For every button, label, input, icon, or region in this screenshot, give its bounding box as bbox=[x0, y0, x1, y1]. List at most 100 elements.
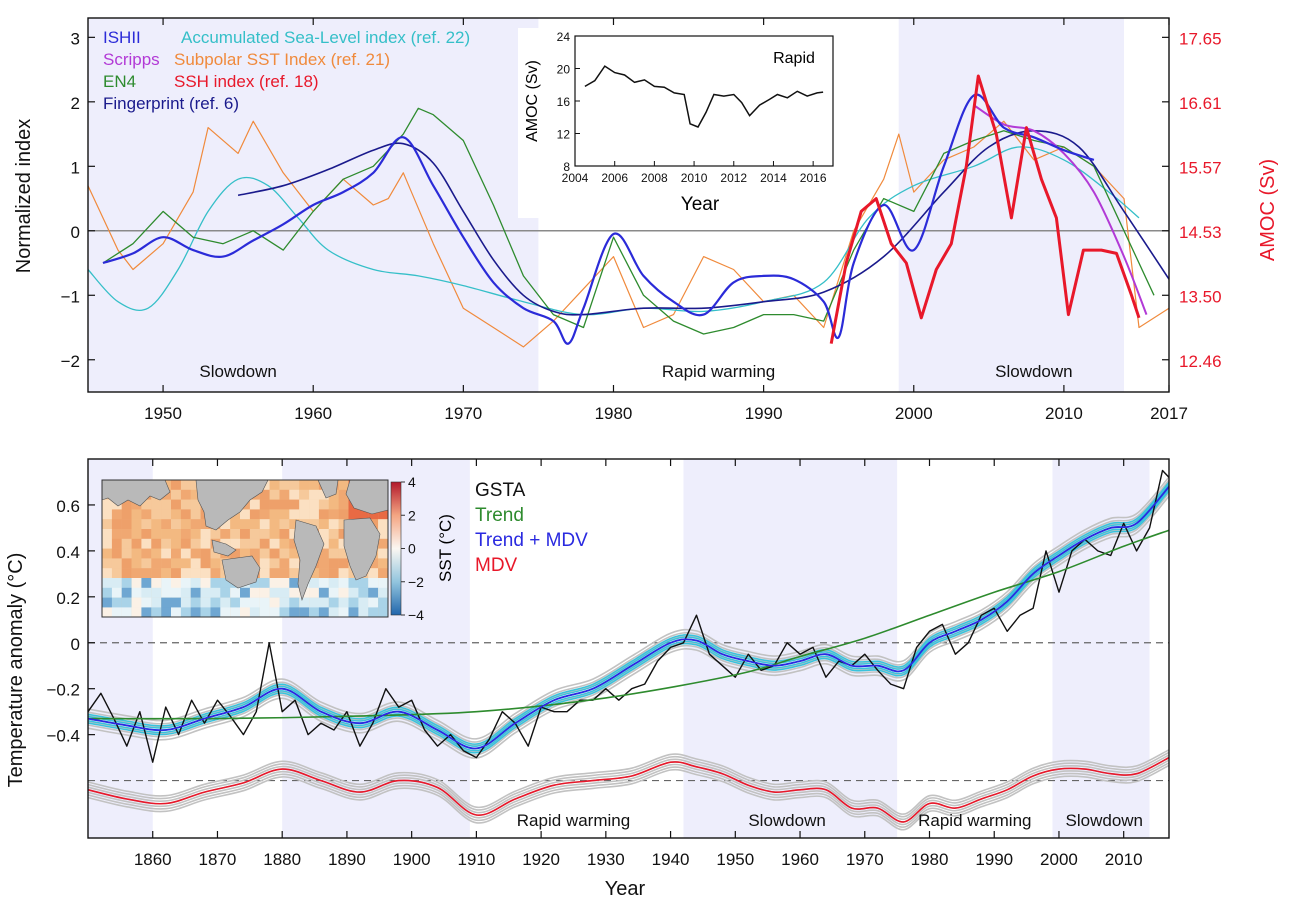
sst-map-cell bbox=[240, 519, 250, 530]
sst-map-cell bbox=[309, 597, 320, 608]
sst-map-cell bbox=[171, 529, 181, 539]
sst-map-cell bbox=[180, 607, 191, 618]
sst-map-cell bbox=[348, 597, 359, 608]
top-period-label-slowdown: Slowdown bbox=[199, 362, 277, 381]
bottom-x-tick-label: 1920 bbox=[522, 850, 560, 869]
sst-map-cell bbox=[259, 529, 270, 539]
sst-map-cell bbox=[230, 529, 241, 539]
sst-colorbar-tick-label: 0 bbox=[408, 541, 416, 557]
bottom-x-axis: 1860 1870 1880 1890 1900 1910 1920 1930 1940 1950… bbox=[134, 459, 1143, 869]
sst-map-cell bbox=[180, 548, 191, 559]
sst-map-cell bbox=[171, 578, 181, 588]
sst-map-cell bbox=[102, 538, 112, 549]
sst-map-cell bbox=[220, 597, 231, 608]
sst-map-cell bbox=[141, 548, 152, 559]
sst-map-cell bbox=[111, 587, 122, 598]
sst-map-cell bbox=[190, 578, 201, 588]
legend-ssh-name: SSH index bbox=[174, 72, 255, 91]
sst-map-cell bbox=[102, 568, 112, 579]
sst-map-cell bbox=[141, 538, 152, 549]
sst-map-cell bbox=[190, 548, 201, 559]
sst-map-cell bbox=[171, 499, 181, 510]
sst-map-cell bbox=[180, 538, 191, 549]
sst-map-cell bbox=[111, 519, 122, 530]
sst-map-cell bbox=[318, 519, 329, 530]
series-line-ssh-index bbox=[829, 74, 1141, 344]
sst-map-cell bbox=[121, 578, 132, 588]
rapid-inset-y-title: AMOC (Sv) bbox=[524, 60, 541, 142]
sst-map-cell bbox=[190, 568, 201, 579]
bottom-legend: GSTA Trend Trend + MDV MDV bbox=[475, 480, 588, 576]
mdv-grey-member bbox=[87, 759, 1170, 826]
sst-colorbar-tick-label: −4 bbox=[408, 607, 424, 623]
sst-map-cell bbox=[328, 499, 339, 510]
sst-map-cell bbox=[171, 568, 181, 579]
sst-map-cell bbox=[102, 519, 112, 530]
bottom-x-axis-title: Year bbox=[605, 878, 646, 900]
sst-map-cell bbox=[190, 509, 201, 520]
bottom-x-tick-label: 1910 bbox=[457, 850, 495, 869]
sst-map-cell bbox=[289, 587, 300, 598]
rapid-amoc-line bbox=[584, 65, 824, 128]
sst-map-cell bbox=[102, 499, 112, 510]
ensemble-grey-member bbox=[87, 495, 1170, 759]
sst-map-cell bbox=[180, 597, 191, 608]
sst-map-cell bbox=[230, 587, 241, 598]
sst-map-cell bbox=[309, 489, 320, 500]
sst-map-cell bbox=[131, 558, 142, 569]
sst-map-cell bbox=[102, 597, 112, 608]
legend-subpolar-sst: Subpolar SST Index (ref. 21) bbox=[174, 50, 390, 69]
sst-map-cell bbox=[348, 578, 359, 588]
sst-map-cell bbox=[171, 519, 181, 530]
top-x-tick-label: 1960 bbox=[294, 404, 332, 423]
sst-map-cell bbox=[269, 509, 280, 520]
sst-map-cell bbox=[378, 509, 389, 520]
sst-map-cell bbox=[279, 519, 290, 530]
rapid-inset-y-tick-label: 8 bbox=[563, 160, 570, 174]
sst-map-cell bbox=[338, 519, 349, 530]
sst-map-cell bbox=[210, 578, 221, 588]
sst-map-cell bbox=[338, 499, 349, 510]
sst-map-cell bbox=[230, 597, 241, 608]
sst-map-cell bbox=[338, 489, 349, 500]
top-y-axis-title: Normalized index bbox=[13, 119, 35, 274]
bottom-x-tick-label: 1960 bbox=[781, 850, 819, 869]
sst-map-cell bbox=[279, 607, 290, 618]
sst-map-cell bbox=[151, 499, 162, 510]
sst-map-cell bbox=[180, 489, 191, 500]
sst-map-cell bbox=[131, 568, 142, 579]
sst-map-cell bbox=[151, 578, 162, 588]
sst-map-cell bbox=[200, 548, 211, 559]
sst-map-cell bbox=[230, 607, 241, 618]
sst-map-cell bbox=[338, 558, 349, 569]
top-y-tick-label: 0 bbox=[71, 223, 80, 242]
sst-map-cell bbox=[102, 607, 112, 618]
sst-map-cell bbox=[378, 568, 389, 579]
sst-map-land bbox=[101, 479, 389, 602]
sst-map-cell bbox=[190, 489, 201, 500]
sst-map-cell bbox=[240, 587, 250, 598]
series-line-gsta bbox=[87, 469, 1170, 763]
sst-map-cell bbox=[378, 597, 389, 608]
bottom-x-tick-label: 1930 bbox=[587, 850, 625, 869]
sst-map-cell bbox=[249, 509, 260, 520]
sst-map-cell bbox=[190, 558, 201, 569]
sst-map-cell bbox=[121, 499, 132, 510]
sst-map-cell bbox=[180, 529, 191, 539]
top-y-tick-label: 2 bbox=[71, 94, 80, 113]
sst-map-cell bbox=[338, 529, 349, 539]
sst-map-cell bbox=[131, 548, 142, 559]
sst-map-cell bbox=[102, 509, 112, 520]
sst-map-cell bbox=[259, 607, 270, 618]
top-y-tick-label: −1 bbox=[61, 287, 80, 306]
bottom-y-tick-label: 0.4 bbox=[56, 543, 80, 562]
rapid-inset-x-tick-label: 2016 bbox=[800, 171, 827, 185]
bottom-x-tick-label: 1940 bbox=[652, 850, 690, 869]
sst-map-cell bbox=[269, 568, 280, 579]
sst-map-cell bbox=[151, 509, 162, 520]
sst-map-cell bbox=[259, 548, 270, 559]
sst-map-cell bbox=[180, 499, 191, 510]
mdv-grey-member bbox=[87, 762, 1170, 828]
sst-map-cell bbox=[328, 607, 339, 618]
